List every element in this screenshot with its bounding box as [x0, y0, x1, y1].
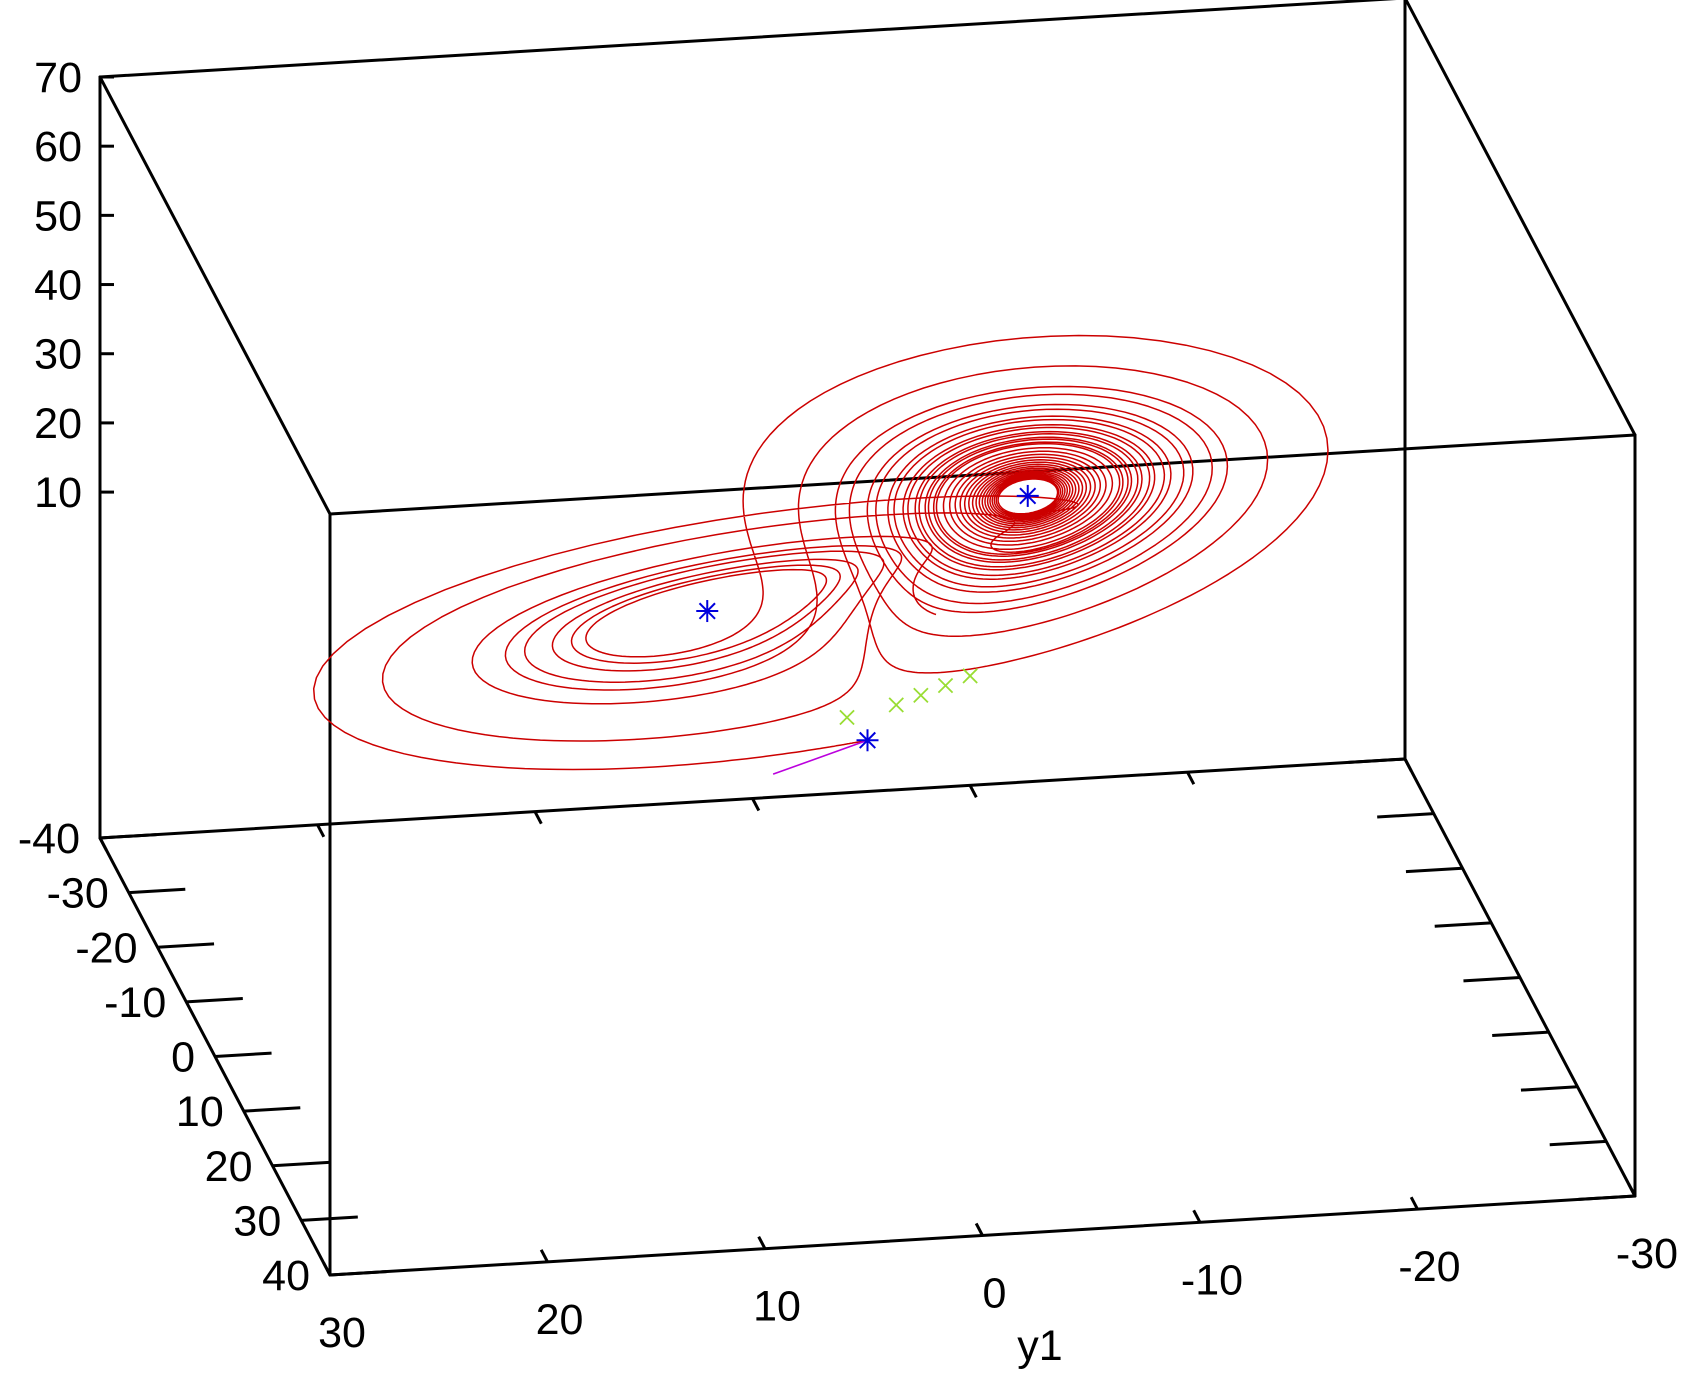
fixed-point-marker [856, 729, 879, 752]
crossing-marker [888, 697, 904, 713]
start-segment-line [772, 739, 868, 775]
x-tick-mark [186, 996, 243, 1004]
y-tick-mark [539, 1249, 549, 1263]
frame-edge-top-right [1404, 0, 1637, 437]
y-tick-mark [322, 1262, 332, 1276]
y-tick-mark [974, 1222, 984, 1237]
x-tick-label: -30 [47, 870, 109, 918]
x-tick-label: 20 [205, 1143, 253, 1191]
frame-edge-top-front [328, 433, 1637, 516]
x-tick-label: 0 [171, 1034, 195, 1082]
x-tick-mark [99, 833, 157, 840]
z-tick-label: 10 [34, 469, 82, 517]
z-tick-label: 20 [34, 400, 82, 448]
y-tick-label: 30 [318, 1309, 366, 1357]
y-axis-title: y1 [1017, 1322, 1062, 1370]
x-tick-label: 30 [233, 1197, 281, 1245]
y-tick-mark-back [751, 797, 761, 812]
y-tick-label: 10 [753, 1283, 801, 1331]
y-tick-label: 0 [983, 1270, 1007, 1318]
x-tick-mark [329, 1270, 387, 1277]
y-tick-label: -30 [1616, 1230, 1678, 1278]
z-tick-label: 30 [34, 331, 82, 379]
x-tick-label: -20 [75, 924, 137, 972]
x-tick-mark-back [1520, 1085, 1578, 1092]
y-tick-mark [757, 1235, 767, 1250]
x-tick-mark-back [1405, 866, 1463, 874]
z-tick-label: 50 [34, 192, 82, 240]
crossing-marker [937, 677, 954, 694]
frame-edge-top-back [98, 0, 1397, 79]
y-tick-label: -10 [1181, 1256, 1243, 1304]
y-tick-mark-back [1186, 771, 1196, 785]
data-layer [312, 334, 1329, 775]
x-tick-mark [214, 1051, 272, 1058]
z-tick-label: 40 [34, 262, 82, 310]
z-tick-label: 60 [34, 123, 82, 171]
x-tick-mark-back [1377, 812, 1434, 819]
x-tick-label: 40 [262, 1252, 310, 1300]
axis-labels: y1 [1017, 1322, 1062, 1370]
x-tick-label: 10 [176, 1088, 224, 1136]
x-tick-mark-back [1578, 1194, 1636, 1201]
y-tick-mark-back [1403, 758, 1413, 772]
x-tick-mark-back [1434, 921, 1492, 928]
x-tick-mark [157, 942, 215, 949]
x-tick-label: -10 [104, 979, 166, 1027]
crossing-marker [962, 668, 978, 684]
y-tick-mark-back [98, 837, 108, 851]
y-tick-mark-back [533, 810, 543, 825]
y-tick-label: 20 [536, 1296, 584, 1344]
x-tick-mark [301, 1215, 358, 1222]
crossing-marker [839, 709, 855, 726]
crossing-marker [913, 687, 929, 703]
x-tick-mark [128, 887, 186, 895]
fixed-point-marker [1016, 484, 1039, 507]
y-tick-mark [1627, 1183, 1637, 1197]
x-tick-mark [243, 1106, 301, 1113]
x-tick-mark [272, 1160, 330, 1168]
frame-edge-top-left [98, 75, 332, 516]
fixed-point-marker [696, 600, 719, 623]
x-tick-mark-back [1463, 976, 1521, 983]
y-tick-mark-back [316, 824, 326, 838]
trajectory-line [312, 334, 1329, 771]
y-tick-mark [1192, 1209, 1202, 1224]
y-tick-mark [1409, 1196, 1419, 1210]
x-tick-label: -40 [18, 815, 80, 863]
x-tick-mark-back [1348, 757, 1406, 764]
axis-ticks: 30 20 10 0 -10 -20 -30-40-30-20-10010203040102… [18, 54, 1678, 1357]
x-tick-mark-back [1492, 1030, 1549, 1038]
x-tick-mark-back [1549, 1139, 1607, 1147]
y-tick-mark-back [968, 784, 978, 799]
y-tick-label: -20 [1398, 1243, 1460, 1291]
z-tick-label: 70 [34, 54, 82, 102]
